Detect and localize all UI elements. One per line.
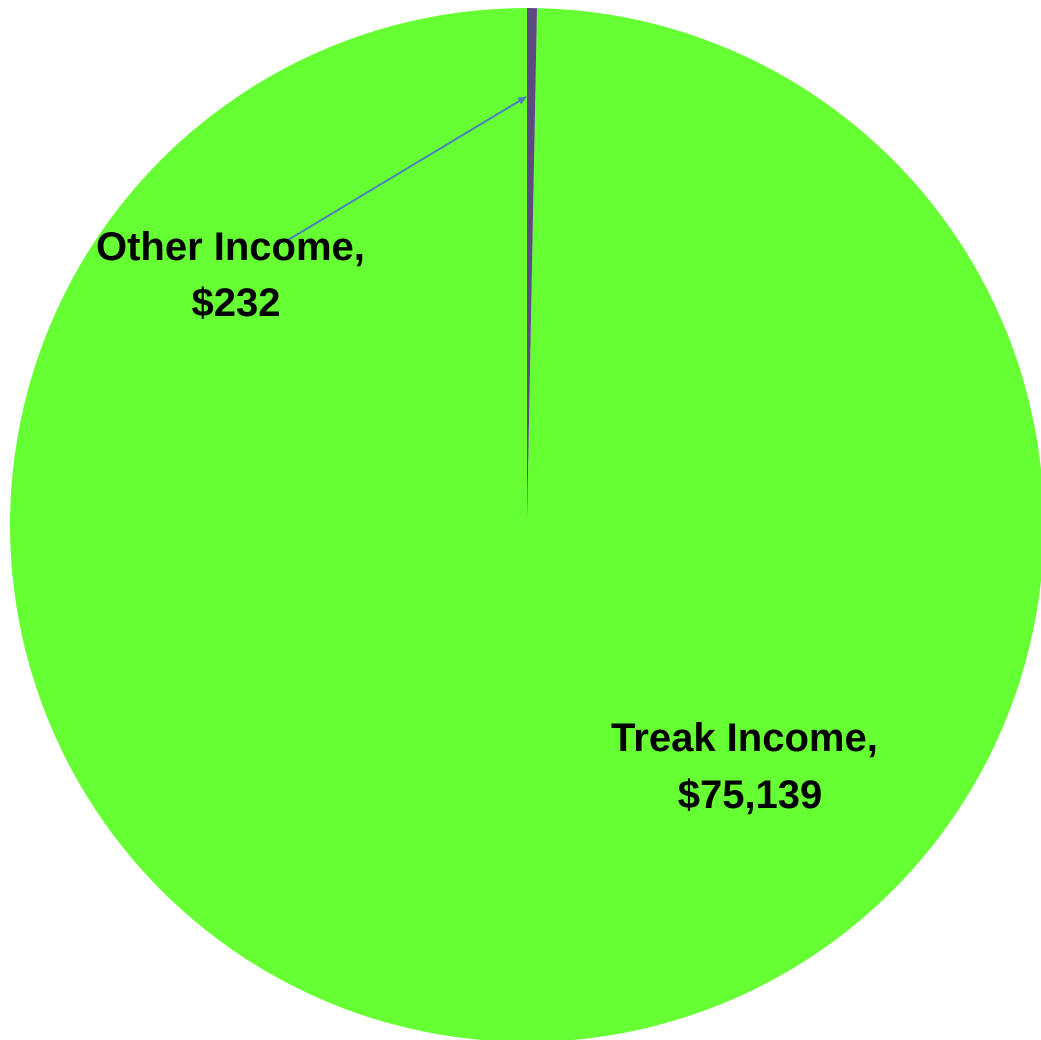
label-other-income-value: $232 [192,281,281,325]
label-treak-income-value: $75,139 [678,773,823,817]
label-other-income-name: Other Income, [96,225,365,269]
label-treak-income: Treak Income, $75,139 [611,716,889,817]
label-other-income: Other Income, $232 [96,225,376,325]
pie-slice-treak-income [10,8,1041,1040]
leader-line-other-income [282,96,527,244]
pie-slice-other-income [527,8,537,525]
label-treak-income-name: Treak Income, [611,716,878,760]
